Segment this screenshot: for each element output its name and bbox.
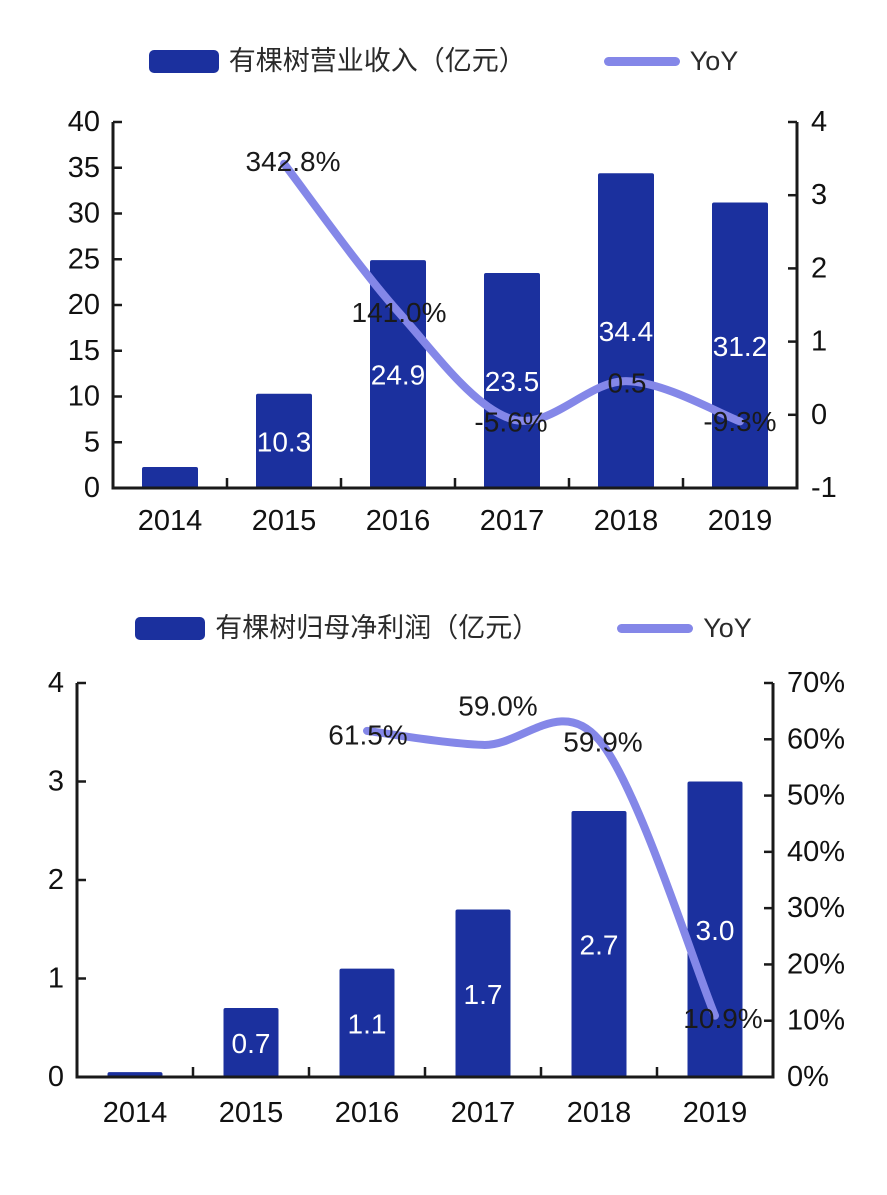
profit-bar-series-label: 有棵树归母净利润（亿元） xyxy=(215,613,540,643)
net-profit-yoy-value-label: 59.9% xyxy=(563,726,642,757)
revenue-left-axis-tick-label: 35 xyxy=(68,152,100,184)
revenue-yoy-value-label: -9.3% xyxy=(703,406,776,437)
revenue-line-series-swatch-icon xyxy=(603,57,680,66)
revenue-left-axis-tick-label: 40 xyxy=(68,106,100,138)
profit-line-series-swatch-icon xyxy=(617,624,694,633)
revenue-yoy-value-label: 0.5 xyxy=(608,368,647,399)
net-profit-x-label-2019: 2019 xyxy=(683,1097,748,1129)
net-profit-yoy-line xyxy=(363,717,719,1020)
net-profit-right-axis-tick-label: 10% xyxy=(787,1005,845,1037)
net-profit-x-label-2014: 2014 xyxy=(103,1097,168,1129)
revenue-bar-value-label: 24.9 xyxy=(371,360,426,391)
revenue-yoy-value-label: 141.0% xyxy=(352,297,447,328)
revenue-right-axis-tick-label: 3 xyxy=(811,179,827,211)
revenue-left-axis-tick-label: 25 xyxy=(68,243,100,275)
revenue-bar-value-label: 34.4 xyxy=(599,316,654,347)
net-profit-left-axis-tick-label: 4 xyxy=(48,667,64,699)
net-profit-right-axis-tick-label: 40% xyxy=(787,836,845,868)
net-profit-yoy-value-label: 10.9% xyxy=(683,1003,762,1034)
net-profit-yoy-value-label: 59.0% xyxy=(458,690,537,721)
revenue-bar-series-swatch-icon xyxy=(148,50,219,73)
net-profit-right-axis-tick-label: 30% xyxy=(787,892,845,924)
revenue-bar-series-label: 有棵树营业收入（亿元） xyxy=(228,46,526,76)
revenue-x-label-2019: 2019 xyxy=(708,505,773,537)
revenue-line-series-label: YoY xyxy=(689,46,739,76)
net-profit-bar-value-label: 3.0 xyxy=(696,915,735,946)
net-profit-x-label-2016: 2016 xyxy=(335,1097,400,1129)
net-profit-bar-value-label: 1.7 xyxy=(464,979,503,1010)
revenue-left-axis-tick-label: 20 xyxy=(68,289,100,321)
revenue-right-axis-tick-label: 4 xyxy=(811,106,827,138)
revenue-left-axis-tick-label: 10 xyxy=(68,381,100,413)
revenue-bar-2016 xyxy=(370,260,426,488)
net-profit-x-label-2017: 2017 xyxy=(451,1097,516,1129)
revenue-yoy-value-label: 342.8% xyxy=(246,146,341,177)
profit-bar-series-swatch-icon xyxy=(135,617,206,640)
revenue-x-label-2016: 2016 xyxy=(366,505,431,537)
net-profit-bar-2018 xyxy=(571,811,627,1077)
revenue-yoy-value-label: -5.6% xyxy=(474,407,547,438)
net-profit-left-axis-tick-label: 0 xyxy=(48,1061,64,1093)
legend-revenue: 有棵树营业收入（亿元） YoY xyxy=(0,48,887,75)
profit-line-series-label: YoY xyxy=(703,613,752,643)
net-profit-left-axis-tick-label: 1 xyxy=(48,963,64,995)
revenue-bar-2014 xyxy=(142,466,198,488)
net-profit-x-label-2018: 2018 xyxy=(567,1097,632,1129)
revenue-bar-value-label: 10.3 xyxy=(257,426,312,457)
net-profit-bar-2015 xyxy=(223,1008,279,1077)
revenue-bar-2015 xyxy=(256,393,312,488)
net-profit-right-axis-tick-label: 50% xyxy=(787,780,845,812)
revenue-x-label-2018: 2018 xyxy=(594,505,659,537)
revenue-left-axis-tick-label: 30 xyxy=(68,198,100,230)
net-profit-yoy-value-label: 61.5% xyxy=(328,719,407,750)
revenue-right-axis-tick-label: 2 xyxy=(811,252,827,284)
net-profit-bar-2017 xyxy=(455,909,511,1077)
net-profit-bar-2016 xyxy=(339,968,395,1077)
net-profit-left-axis-tick-label: 3 xyxy=(48,766,64,798)
net-profit-x-label-2015: 2015 xyxy=(219,1097,284,1129)
revenue-x-label-2015: 2015 xyxy=(252,505,317,537)
revenue-right-axis-tick-label: 0 xyxy=(811,399,827,431)
revenue-right-axis-tick-label: -1 xyxy=(811,472,837,504)
net-profit-bar-value-label: 2.7 xyxy=(580,930,619,961)
net-profit-bar-value-label: 1.1 xyxy=(348,1008,387,1039)
revenue-bar-value-label: 23.5 xyxy=(485,366,540,397)
revenue-x-label-2017: 2017 xyxy=(480,505,545,537)
net-profit-right-axis-tick-label: 70% xyxy=(787,667,845,699)
net-profit-right-axis-tick-label: 20% xyxy=(787,948,845,980)
revenue-bar-2017 xyxy=(484,272,540,488)
net-profit-left-axis-tick-label: 2 xyxy=(48,864,64,896)
net-profit-right-axis-tick-label: 60% xyxy=(787,723,845,755)
revenue-bar-2018 xyxy=(598,173,654,489)
net-profit-bar-value-label: 0.7 xyxy=(232,1028,271,1059)
legend-net-profit: 有棵树归母净利润（亿元） YoY xyxy=(0,615,887,642)
net-profit-right-axis-tick-label: 0% xyxy=(787,1061,829,1093)
revenue-left-axis-tick-label: 5 xyxy=(84,426,100,458)
revenue-bar-value-label: 31.2 xyxy=(713,331,768,362)
revenue-yoy-line xyxy=(280,159,744,426)
revenue-left-axis-tick-label: 15 xyxy=(68,335,100,367)
net-profit-bar-2019 xyxy=(687,781,743,1077)
revenue-right-axis-tick-label: 1 xyxy=(811,326,827,358)
revenue-x-label-2014: 2014 xyxy=(138,505,203,537)
revenue-left-axis-tick-label: 0 xyxy=(84,472,100,504)
